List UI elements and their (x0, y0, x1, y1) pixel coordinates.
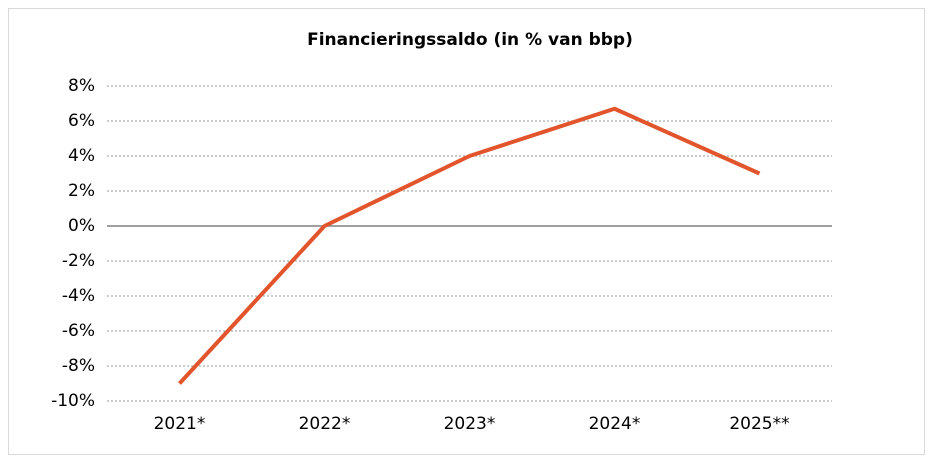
y-tick-label: 0% (68, 216, 95, 236)
chart-border (8, 8, 925, 455)
y-tick-label: 4% (68, 146, 95, 166)
y-tick-label: 8% (68, 76, 95, 96)
x-tick-label: 2025** (729, 414, 789, 434)
line (178, 106, 761, 385)
y-tick-label: -6% (62, 321, 95, 341)
y-tick-label: -2% (62, 251, 95, 271)
x-tick-label: 2022* (299, 414, 351, 434)
y-tick-label: -4% (62, 286, 95, 306)
x-tick-label: 2021* (154, 414, 206, 434)
x-tick-label: 2024* (589, 414, 641, 434)
x-tick-label: 2023* (444, 414, 496, 434)
y-tick-label: -8% (62, 356, 95, 376)
y-tick-label: 2% (68, 181, 95, 201)
y-tick-label: -10% (51, 391, 95, 411)
chart-title: Financieringssaldo (in % van bbp) (307, 30, 633, 50)
y-tick-label: 6% (68, 111, 95, 131)
